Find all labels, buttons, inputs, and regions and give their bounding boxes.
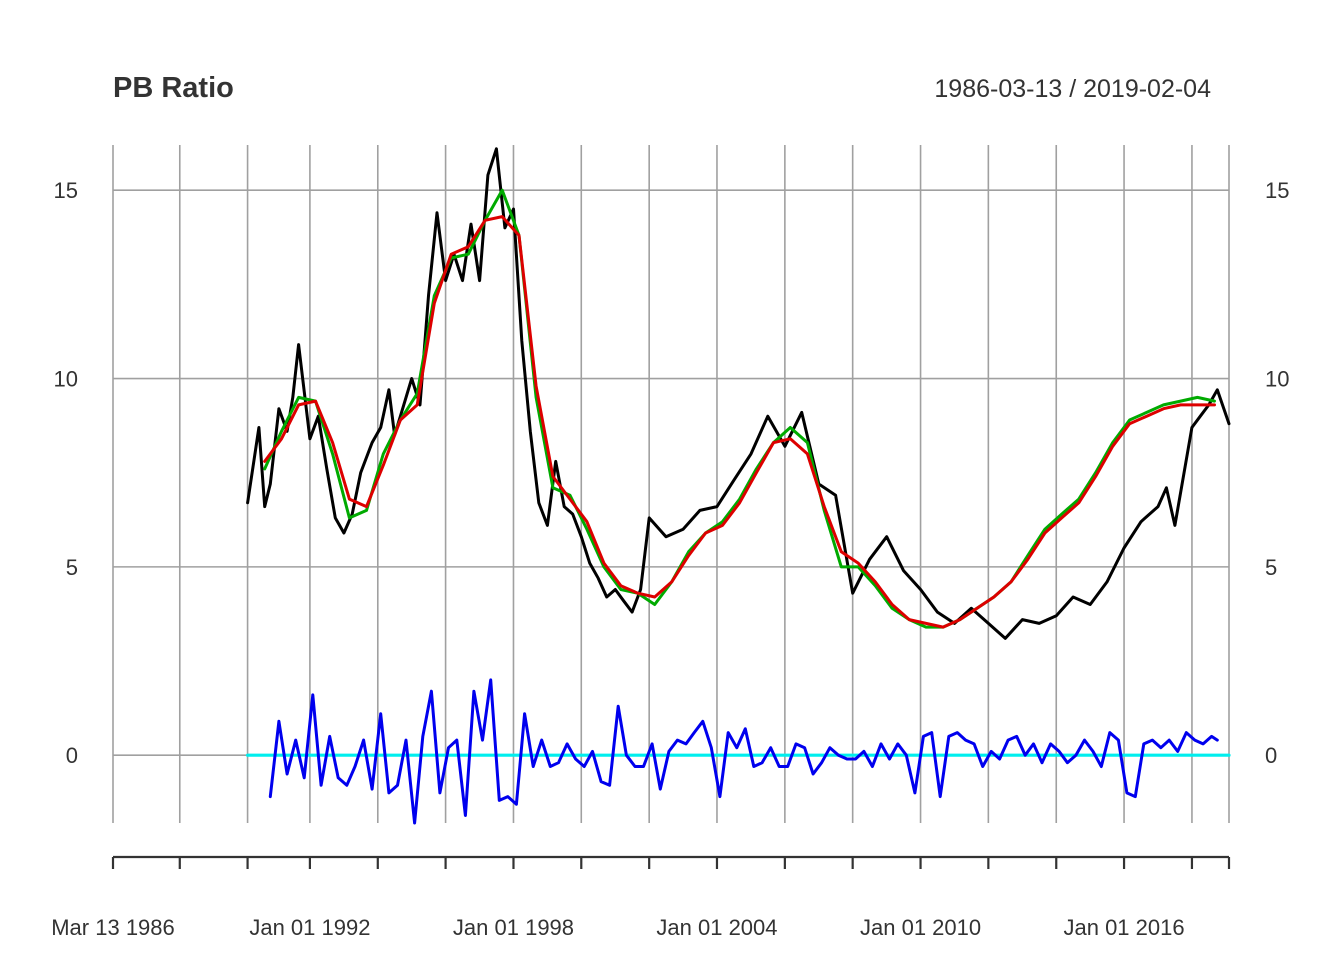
x-tick-label-0: Mar 13 1986 (51, 915, 175, 940)
series-line-0 (246, 147, 1231, 640)
x-tick-label-4: Jan 01 2010 (860, 915, 981, 940)
x-tick-label-3: Jan 01 2004 (656, 915, 777, 940)
x-axis: Mar 13 1986 Jan 01 1992 Jan 01 1998 Jan 01 … (51, 855, 1231, 940)
x-tick-label-2: Jan 01 1998 (453, 915, 574, 940)
x-tick-label-1: Jan 01 1992 (249, 915, 370, 940)
y-tick-label-left-2: 10 (54, 367, 78, 392)
y-axis-right-labels: 0 5 10 15 (1265, 178, 1289, 768)
y-tick-label-right-2: 10 (1265, 367, 1289, 392)
y-tick-label-left-0: 0 (66, 743, 78, 768)
x-tick-label-5: Jan 01 2016 (1063, 915, 1184, 940)
y-tick-label-right-0: 0 (1265, 743, 1277, 768)
y-tick-label-left-1: 5 (66, 555, 78, 580)
y-tick-label-right-1: 5 (1265, 555, 1277, 580)
series-line-1 (263, 188, 1216, 629)
y-axis-left-labels: 0 5 10 15 (54, 178, 78, 768)
y-tick-label-right-3: 15 (1265, 178, 1289, 203)
chart-title: PB Ratio (113, 72, 234, 104)
series-layer (246, 147, 1231, 825)
series-line-2 (263, 215, 1216, 629)
series-line-3 (268, 678, 1219, 825)
date-range-label: 1986-03-13 / 2019-02-04 (934, 75, 1211, 103)
y-tick-label-left-3: 15 (54, 178, 78, 203)
